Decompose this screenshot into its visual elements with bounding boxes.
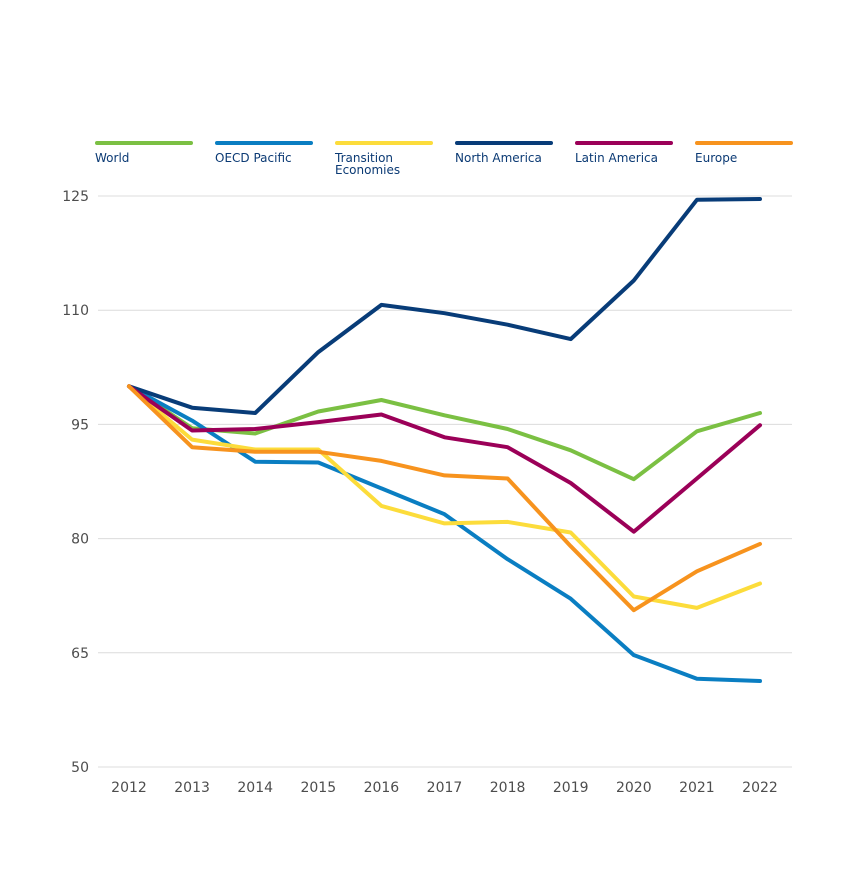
x-tick-label-2018: 2018: [490, 780, 526, 796]
legend-swatch: [575, 141, 673, 145]
legend-swatch: [95, 141, 193, 145]
legend-label: Transition Economies: [335, 151, 401, 177]
x-tick-label-2022: 2022: [742, 780, 778, 796]
x-tick-label-2021: 2021: [679, 780, 715, 796]
series-line-latin-america: [127, 384, 762, 534]
legend-label: World: [95, 151, 130, 165]
x-tick-label-2016: 2016: [364, 780, 400, 796]
legend-swatch: [335, 141, 433, 145]
legend: World OECD Pacific Transition Economies Nor…: [95, 141, 795, 181]
x-tick-label-2012: 2012: [111, 780, 147, 796]
y-tick-label-65: 65: [71, 646, 89, 662]
legend-label: OECD Pacific: [215, 151, 292, 165]
x-tick-label-2017: 2017: [427, 780, 463, 796]
legend-item-oecd-pacific: OECD Pacific: [215, 141, 315, 164]
series-line-north-america: [127, 197, 762, 415]
legend-item-latin-america: Latin America: [575, 141, 675, 164]
legend-item-transition-economies: Transition Economies: [335, 141, 435, 176]
series-line-transition-economies: [127, 384, 762, 610]
x-tick-label-2013: 2013: [174, 780, 210, 796]
y-tick-label-95: 95: [71, 417, 89, 433]
legend-swatch: [695, 141, 793, 145]
x-tick-label-2020: 2020: [616, 780, 652, 796]
y-tick-label-50: 50: [71, 760, 89, 776]
legend-label: North America: [455, 151, 542, 165]
legend-swatch: [455, 141, 553, 145]
x-tick-label-2015: 2015: [300, 780, 336, 796]
series-line-world: [127, 384, 762, 482]
legend-label: Latin America: [575, 151, 658, 165]
legend-swatch: [215, 141, 313, 145]
x-tick-label-2014: 2014: [237, 780, 273, 796]
series-line-europe: [127, 384, 762, 613]
legend-item-world: World: [95, 141, 195, 164]
y-tick-label-80: 80: [71, 532, 89, 548]
legend-item-europe: Europe: [695, 141, 795, 164]
legend-item-north-america: North America: [455, 141, 555, 164]
legend-label: Europe: [695, 151, 738, 165]
x-tick-label-2019: 2019: [553, 780, 589, 796]
y-tick-label-110: 110: [62, 303, 89, 319]
y-tick-label-125: 125: [62, 189, 89, 205]
